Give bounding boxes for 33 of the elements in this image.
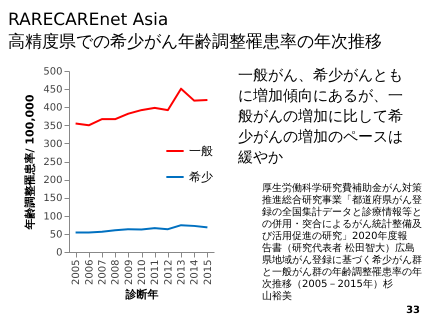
y-axis-title: 年齢調整罹患率/ 100,000 bbox=[23, 94, 36, 230]
y-tick-label: 250 bbox=[43, 157, 62, 168]
legend-label: 一般 bbox=[189, 144, 213, 158]
x-tick-label: 2013 bbox=[176, 260, 188, 285]
legend-label: 希少 bbox=[189, 170, 213, 184]
line-series bbox=[74, 88, 208, 126]
y-tick-label: 450 bbox=[43, 84, 62, 96]
x-tick-label: 2005 bbox=[71, 260, 82, 285]
chart-title: RARECAREnet Asia bbox=[8, 10, 168, 30]
x-tick-label: 2014 bbox=[190, 260, 201, 285]
text: 厚生労働科学研究費補助金がん対策推進総合研究事業「都道府県がん登録の全国集計データと診療情報等との併用・突合によるがん統計整備及び活用促進の研究」2020年度報告書（研究代表者 松田智大）広島県地域がん登録に基づく希少がん群と一般がん群の年齢調整罹患率の年次推移（2005－2015年）杉山裕美 bbox=[262, 183, 422, 302]
text: 33 bbox=[406, 305, 420, 316]
y-tick-label: 0 bbox=[56, 248, 62, 258]
y-tick-label: 350 bbox=[43, 120, 62, 132]
y-tick-label: 400 bbox=[43, 102, 62, 114]
x-tick-label: 2007 bbox=[97, 260, 108, 285]
x-tick-label: 2008 bbox=[110, 260, 122, 285]
line-series bbox=[74, 224, 208, 234]
x-tick-label: 2015 bbox=[202, 260, 214, 285]
x-tick-label: 2009 bbox=[124, 260, 135, 285]
y-tick-label: 500 bbox=[43, 66, 62, 78]
y-tick-label: 300 bbox=[43, 138, 62, 150]
x-tick-label: 2012 bbox=[163, 260, 174, 285]
x-tick-label: 2010 bbox=[137, 260, 148, 285]
text: 一般がん、希少がんともに増加傾向にあるが、一般がんの増加に比して希少がんの増加のペースは緩やか bbox=[237, 66, 403, 166]
y-tick-label: 100 bbox=[43, 211, 62, 222]
x-axis-title: 診断年 bbox=[124, 288, 158, 301]
x-tick-label: 2006 bbox=[84, 260, 96, 285]
y-tick-label: 150 bbox=[43, 193, 62, 204]
y-tick-label: 200 bbox=[43, 175, 62, 186]
y-tick-label: 50 bbox=[50, 229, 62, 240]
chart-subtitle: 高精度県での希少がん年齢調整罹患率の年次推移 bbox=[8, 32, 382, 52]
x-tick-label: 2011 bbox=[150, 260, 162, 285]
